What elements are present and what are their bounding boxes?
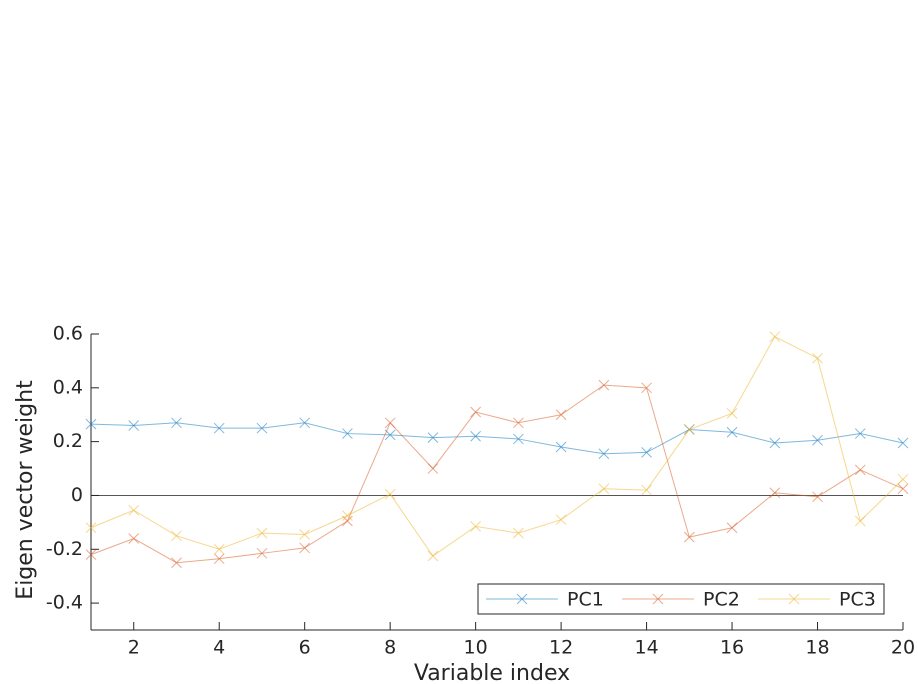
marker	[85, 549, 97, 561]
marker	[726, 522, 738, 534]
marker	[384, 488, 396, 500]
marker	[213, 422, 225, 434]
y-tick-label: 0.4	[53, 376, 83, 398]
y-tick-label: 0.2	[53, 430, 83, 452]
marker	[788, 593, 800, 605]
legend-label: PC3	[839, 589, 876, 611]
marker	[598, 483, 610, 495]
marker	[85, 522, 97, 534]
series	[85, 417, 909, 460]
marker	[683, 424, 695, 435]
series	[85, 331, 909, 562]
series-line	[90, 422, 904, 455]
y-tick-label: 0	[71, 484, 83, 506]
marker	[555, 409, 567, 421]
marker	[384, 417, 396, 429]
marker	[128, 504, 140, 516]
marker	[470, 406, 481, 418]
marker	[854, 515, 866, 527]
marker	[516, 593, 528, 605]
marker	[299, 529, 311, 540]
marker	[342, 515, 353, 527]
marker	[427, 550, 439, 562]
marker	[342, 428, 353, 439]
marker	[769, 487, 781, 499]
marker	[812, 491, 823, 503]
marker	[513, 433, 524, 445]
series-line	[90, 336, 904, 557]
y-tick-label: -0.2	[46, 538, 83, 560]
marker	[897, 483, 909, 495]
marker	[470, 521, 481, 532]
marker	[812, 434, 823, 446]
x-tick-label: 10	[464, 637, 488, 659]
x-tick-label: 8	[384, 637, 396, 659]
marker	[128, 420, 140, 431]
x-tick-label: 16	[720, 637, 744, 659]
marker	[171, 417, 182, 429]
marker	[256, 547, 268, 559]
marker	[641, 382, 652, 394]
marker	[427, 432, 439, 443]
marker	[854, 464, 866, 476]
marker	[513, 527, 524, 539]
marker	[427, 463, 439, 474]
x-tick-label: 18	[805, 637, 829, 659]
marker	[897, 473, 909, 485]
marker	[652, 593, 664, 605]
x-tick-label: 12	[549, 637, 573, 659]
legend: PC1 PC2 PC3	[477, 583, 885, 615]
marker	[726, 408, 738, 419]
marker	[769, 437, 781, 449]
marker	[726, 426, 738, 438]
marker	[513, 417, 524, 429]
marker	[641, 447, 652, 458]
legend-label: PC1	[567, 589, 604, 611]
series	[85, 379, 909, 569]
x-tick-label: 2	[128, 637, 140, 659]
marker	[598, 448, 610, 460]
marker	[555, 514, 567, 526]
marker	[171, 530, 182, 542]
marker	[342, 510, 353, 521]
marker	[128, 533, 140, 544]
marker	[256, 527, 268, 539]
marker	[769, 331, 781, 343]
x-axis-label: Variable index	[414, 661, 570, 684]
y-tick-label: 0.6	[53, 323, 83, 345]
x-tick-label: 6	[299, 637, 311, 659]
x-tick-label: 14	[634, 637, 658, 659]
legend-label: PC2	[703, 589, 740, 611]
y-tick-label: -0.4	[46, 592, 83, 614]
marker	[812, 352, 823, 364]
x-tick-label: 4	[213, 637, 225, 659]
marker	[213, 543, 225, 555]
marker	[85, 418, 97, 430]
marker	[299, 542, 311, 554]
marker	[598, 379, 610, 391]
marker	[171, 557, 182, 569]
marker	[555, 441, 567, 453]
marker	[213, 553, 225, 565]
marker	[683, 531, 695, 543]
marker	[470, 430, 481, 442]
x-tick-label: 20	[891, 637, 915, 659]
marker	[897, 437, 909, 449]
marker	[256, 422, 268, 434]
series-line	[90, 384, 904, 564]
marker	[641, 484, 652, 496]
marker	[299, 417, 311, 429]
marker	[854, 428, 866, 439]
y-axis-label: Eigen vector weight	[13, 380, 38, 600]
